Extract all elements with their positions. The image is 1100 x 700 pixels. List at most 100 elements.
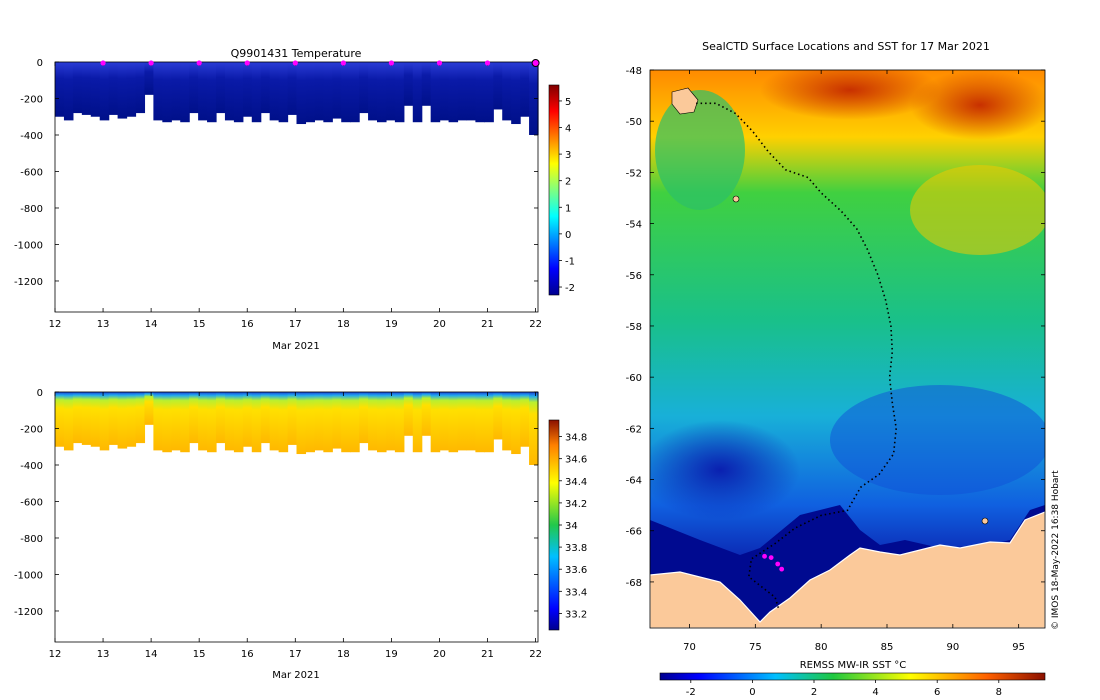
salinity-profile-column [251, 392, 262, 453]
temperature-profile-column [466, 62, 476, 121]
salinity-ytick-label: -800 [20, 534, 43, 545]
temperature-profile-column [350, 62, 360, 123]
temperature-colorbar-label: 0 [565, 230, 571, 241]
temperature-profile-column [377, 62, 387, 123]
salinity-y-ticks: 0 -200 -400 -600 -800 -1000 -1200 [14, 388, 538, 618]
salinity-colorbar-label: 33.2 [565, 609, 587, 620]
salinity-ytick-label: -1000 [14, 570, 43, 581]
salinity-profile-column [144, 392, 154, 425]
salinity-xlabel: Mar 2021 [272, 670, 320, 681]
salinity-profile-column [126, 392, 137, 447]
temperature-profile-column [126, 62, 137, 117]
salinity-field [55, 392, 539, 465]
temperature-profile-column [99, 62, 110, 121]
temperature-profile-column [81, 62, 92, 115]
temperature-profile-column [484, 62, 494, 123]
sst-lon-tick-label: 80 [815, 642, 828, 653]
salinity-profile-column [305, 392, 315, 453]
temperature-profile-column [439, 62, 450, 121]
recent-position-marker [779, 566, 785, 572]
temperature-profile-column [305, 62, 315, 123]
salinity-colorbar-label: 33.4 [565, 587, 587, 598]
salinity-profile-column [511, 392, 521, 455]
surface-position-marker [148, 60, 154, 66]
salinity-profile-column [466, 392, 476, 451]
salinity-profile-column [81, 392, 92, 445]
salinity-profile-column [341, 392, 351, 453]
salinity-profile-column [99, 392, 110, 451]
surface-position-marker [244, 60, 250, 66]
temperature-profile-column [260, 62, 271, 114]
temperature-profile-column [403, 62, 414, 106]
temperature-colorbar-label: -1 [565, 256, 575, 267]
salinity-profile-column [475, 392, 485, 453]
surface-position-marker [484, 60, 491, 66]
temperature-profile-column [207, 62, 217, 123]
salinity-colorbar-label: 34.6 [565, 455, 587, 466]
temperature-colorbar-ticks: 5 4 3 2 1 0 -1 -2 [559, 97, 575, 294]
temperature-colorbar-label: -2 [565, 283, 575, 294]
temperature-profile-column [144, 62, 154, 95]
sst-map-frame [649, 69, 1046, 629]
temperature-xtick-label: 14 [145, 319, 158, 330]
sst-colorbar-label: -2 [686, 687, 696, 698]
temperature-colorbar-label: 2 [565, 177, 571, 188]
temperature-field [55, 62, 539, 135]
sst-colorbar-label: 0 [749, 687, 755, 698]
salinity-xtick-label: 14 [145, 649, 158, 660]
surface-position-marker [100, 60, 106, 66]
sst-map-lat-ticks: -48 -50 -52 -54 -56 -58 -60 -62 -64 -66 -68 [626, 66, 1045, 589]
salinity-xtick-label: 15 [193, 649, 206, 660]
sst-lat-tick-label: -68 [626, 578, 642, 589]
salinity-axes-frame [54, 391, 539, 643]
temperature-profile-column [216, 62, 226, 114]
sst-lat-tick-label: -66 [626, 527, 642, 538]
temperature-profile-column [296, 62, 307, 125]
salinity-colorbar-label: 34.8 [565, 433, 587, 444]
salinity-xtick-label: 13 [97, 649, 110, 660]
temperature-profile-column [162, 62, 172, 123]
sst-lat-tick-label: -64 [626, 476, 642, 487]
temperature-ytick-label: -400 [20, 131, 43, 142]
imos-credit: © IMOS 18-May-2022 16:38 Hobart [1051, 470, 1061, 630]
sst-colorbar-label: 8 [996, 687, 1002, 698]
temperature-profile-column [278, 62, 289, 123]
seal-track [696, 102, 898, 611]
sst-lon-tick-label: 90 [946, 642, 959, 653]
surface-position-marker [340, 60, 346, 66]
salinity-x-ticks: 12 13 14 15 16 17 18 19 20 21 22 [49, 392, 542, 660]
sst-colorbar [659, 672, 1046, 681]
surface-position-marker [196, 60, 202, 66]
temperature-xtick-label: 19 [385, 319, 398, 330]
temperature-profile-column [90, 62, 101, 117]
salinity-profile-column [484, 392, 494, 453]
salinity-profile-column [368, 392, 378, 451]
salinity-xtick-label: 21 [481, 649, 494, 660]
salinity-colorbar-label: 34.4 [565, 477, 587, 488]
temperature-profile-column [63, 62, 74, 121]
salinity-colorbar-label: 34.2 [565, 499, 587, 510]
sst-colorbar-ticks: -2 0 2 4 6 8 [686, 680, 1002, 698]
temperature-profile-column [233, 62, 244, 123]
sst-map-title: SealCTD Surface Locations and SST for 17… [702, 40, 990, 53]
temperature-profile-column [502, 62, 512, 121]
temperature-ytick-label: -200 [20, 94, 43, 105]
salinity-profile-column [421, 392, 432, 436]
salinity-profile-column [502, 392, 512, 451]
salinity-ytick-label: -1200 [14, 607, 43, 618]
salinity-profile-column [278, 392, 289, 453]
sst-colorbar-label: 4 [872, 687, 878, 698]
temperature-xtick-label: 13 [97, 319, 110, 330]
temperature-profile-column [385, 62, 396, 121]
salinity-profile-column [359, 392, 369, 444]
temperature-profile-column [430, 62, 441, 123]
salinity-profile-column [55, 392, 65, 447]
temperature-ytick-label: -1200 [14, 277, 43, 288]
salinity-profile-column [520, 392, 530, 447]
temperature-xtick-label: 20 [433, 319, 446, 330]
temperature-colorbar-label: 5 [565, 97, 571, 108]
temperature-profile-column [448, 62, 459, 123]
salinity-colorbar-label: 33.6 [565, 565, 587, 576]
recent-position-marker [762, 553, 767, 559]
